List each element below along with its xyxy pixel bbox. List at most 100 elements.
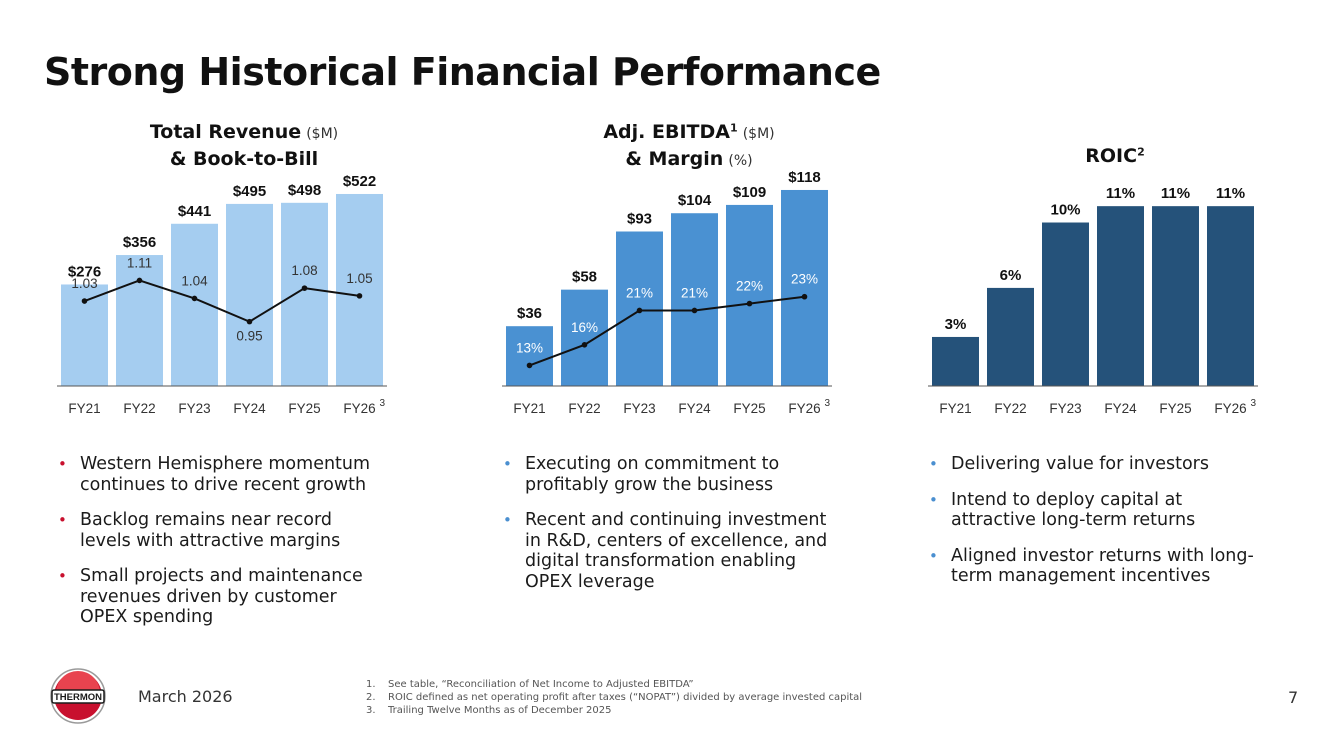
line-point	[301, 285, 308, 291]
line-value-label: 21%	[681, 285, 708, 300]
bullet-item: Recent and continuing investment in R&D,…	[501, 510, 831, 592]
x-tick-label: FY24	[1104, 401, 1137, 416]
bullet-item: Delivering value for investors	[927, 454, 1257, 475]
line-series	[84, 279, 360, 323]
logo-text: THERMON	[54, 692, 102, 703]
footnote-text: ROIC defined as net operating profit aft…	[388, 692, 863, 703]
revenue-bullets: Western Hemisphere momentum continues to…	[56, 454, 386, 643]
bar-value-label: $498	[288, 182, 321, 199]
chart-bar	[1152, 206, 1199, 386]
bar-value-label: 6%	[1000, 267, 1022, 284]
x-tick-label: FY21	[939, 401, 971, 416]
chart-bar	[226, 203, 273, 386]
line-value-label: 1.03	[71, 276, 97, 291]
footnote-item: 3. Trailing Twelve Months as of December …	[366, 704, 862, 717]
x-tick-label: FY23	[623, 401, 655, 416]
chart-bar	[932, 336, 979, 386]
line-point	[191, 295, 198, 302]
bar-value-label: 11%	[1161, 185, 1190, 202]
chart-bar	[116, 255, 163, 386]
footnote-text: Trailing Twelve Months as of December 20…	[388, 705, 612, 716]
revenue-title-sub: & Book-to-Bill	[169, 148, 319, 170]
roic-title-sup: 2	[1137, 145, 1145, 159]
bar-value-label: $109	[733, 184, 766, 201]
footnote-item: 2. ROIC defined as net operating profit a…	[366, 691, 862, 704]
footnote-item: 1. See table, “Reconciliation of Net Inco…	[366, 678, 862, 691]
line-point	[636, 307, 643, 314]
roic-chart: 3% 6% 10% 11% 11% 11% FY21 FY22 FY23 FY24 FY25 FY26…	[928, 185, 1258, 416]
footnote-text: See table, “Reconciliation of Net Income…	[388, 679, 694, 690]
x-tick-label: FY22	[568, 401, 600, 416]
bar-value-label: $118	[788, 169, 821, 186]
thermon-logo: THERMON	[50, 668, 106, 724]
roic-bullets: Delivering value for investors Intend to…	[927, 454, 1257, 602]
ebitda-bullets: Executing on commitment to profitably gr…	[501, 454, 831, 607]
x-tick-label: FY23	[178, 401, 210, 416]
ebitda-title-sup: 1	[729, 121, 738, 135]
ebitda-title-sub: & Margin	[625, 148, 724, 170]
ebitda-title-sub-unit: (%)	[728, 153, 753, 169]
line-point	[746, 300, 753, 307]
bullet-item: Aligned investor returns with long-term …	[927, 546, 1257, 587]
roic-chart-title: ROIC2	[915, 144, 1315, 169]
x-tick-label: FY26	[1214, 401, 1246, 416]
bar-value-label: $276	[68, 263, 101, 280]
revenue-chart: $276 $356 $441 $495 $498 $522 FY21 FY22 FY23 FY24…	[57, 173, 387, 416]
ebitda-title-main: Adj. EBITDA	[603, 121, 730, 143]
bar-value-label: 11%	[1106, 185, 1135, 202]
chart-bar	[726, 204, 773, 386]
x-tick-label: FY22	[994, 401, 1026, 416]
footnote-number: 1.	[366, 679, 376, 690]
line-value-label: 16%	[571, 320, 598, 335]
bar-value-label: 11%	[1216, 185, 1245, 202]
chart-bar	[781, 189, 828, 386]
x-tick-label: FY25	[1159, 401, 1191, 416]
bullet-item: Backlog remains near record levels with …	[56, 510, 386, 551]
line-value-label: 21%	[626, 285, 653, 300]
footnote-number: 3.	[366, 705, 376, 716]
x-tick-label: FY26	[343, 401, 375, 416]
line-point	[136, 277, 143, 284]
revenue-title-unit: ($M)	[306, 126, 339, 142]
ebitda-chart-title: Adj. EBITDA1 ($M) & Margin (%)	[489, 120, 889, 174]
line-value-label: 23%	[791, 272, 818, 287]
x-tick-superscript: 3	[380, 398, 386, 409]
x-tick-label: FY21	[68, 401, 100, 416]
bullet-item: Intend to deploy capital at attractive l…	[927, 490, 1257, 531]
x-tick-label: FY25	[288, 401, 320, 416]
bar-value-label: 10%	[1050, 202, 1080, 219]
line-point	[526, 362, 533, 369]
line-point	[356, 293, 363, 299]
chart-bar	[336, 193, 383, 386]
bar-value-label: 3%	[945, 316, 967, 333]
bar-value-label: $93	[627, 211, 652, 228]
line-value-label: 13%	[516, 340, 543, 355]
x-tick-superscript: 3	[1251, 398, 1257, 409]
x-tick-label: FY21	[513, 401, 545, 416]
line-value-label: 1.08	[291, 263, 317, 278]
x-tick-superscript: 3	[825, 398, 831, 409]
chart-bar	[1207, 206, 1254, 386]
x-tick-label: FY25	[733, 401, 765, 416]
footer-date: March 2026	[138, 687, 233, 706]
line-point	[801, 293, 808, 300]
line-point	[691, 307, 698, 314]
bullet-item: Western Hemisphere momentum continues to…	[56, 454, 386, 495]
revenue-chart-title: Total Revenue ($M) & Book-to-Bill	[44, 120, 444, 172]
bar-value-label: $36	[517, 305, 542, 322]
bullet-item: Executing on commitment to profitably gr…	[501, 454, 831, 495]
chart-bar	[987, 287, 1034, 386]
line-point	[581, 342, 588, 348]
x-tick-label: FY26	[788, 401, 820, 416]
bar-value-label: $441	[178, 203, 211, 220]
line-value-label: 1.05	[346, 271, 372, 286]
ebitda-chart: $36 $58 $93 $104 $109 $118 FY21 FY22 FY23 FY24 FY2…	[502, 169, 832, 416]
chart-bar	[561, 289, 608, 386]
chart-bar	[281, 202, 328, 386]
line-value-label: 0.95	[236, 329, 262, 344]
bar-value-label: $522	[343, 173, 376, 190]
line-point	[81, 298, 88, 304]
bar-value-label: $58	[572, 269, 597, 286]
line-value-label: 22%	[736, 279, 763, 294]
ebitda-title-unit: ($M)	[742, 126, 775, 142]
